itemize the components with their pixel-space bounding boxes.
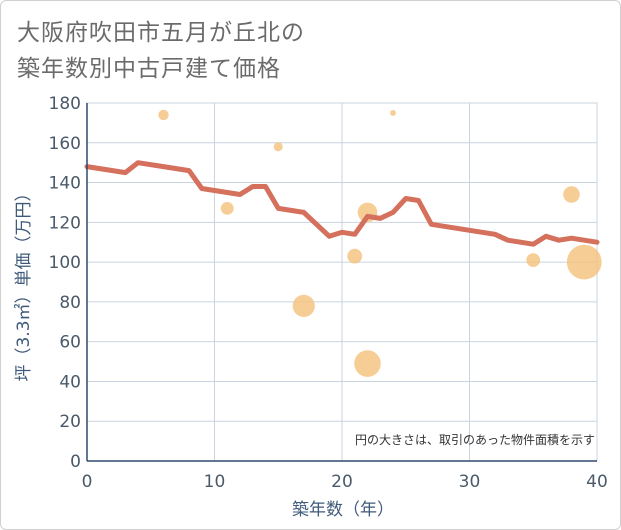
bubble-point: [566, 244, 602, 280]
chart-title-line-2: 築年数別中古戸建て価格: [17, 56, 281, 82]
bubble-point: [273, 142, 283, 152]
y-tick-label: 0: [70, 452, 81, 472]
y-axis-label: 坪（3.3㎡）単価（万円）: [14, 184, 34, 381]
axes: [86, 103, 597, 462]
x-tick-label: 10: [204, 472, 226, 492]
tick-labels: 0 10 20 30 40 0 20 40 60 80 100 120 140 160 180: [49, 94, 608, 492]
size-annotation: 円の大きさは、取引のあった物件面積を示す: [355, 432, 595, 447]
bubble-point: [526, 253, 541, 268]
y-tick-label: 20: [59, 412, 81, 432]
chart-title: 大阪府吹田市五月が丘北の 築年数別中古戸建て価格: [17, 15, 305, 87]
x-tick-label: 0: [82, 472, 93, 492]
x-tick-label: 30: [459, 472, 481, 492]
x-axis-label: 築年数（年）: [292, 500, 394, 520]
bubble-point: [354, 350, 381, 377]
chart-title-line-1: 大阪府吹田市五月が丘北の: [17, 20, 305, 46]
x-tick-label: 20: [331, 472, 353, 492]
y-tick-label: 120: [49, 213, 81, 233]
x-tick-label: 40: [586, 472, 608, 492]
bubble-point: [220, 202, 234, 215]
bubble-point: [158, 109, 169, 121]
y-tick-label: 180: [49, 94, 81, 114]
y-tick-label: 60: [59, 333, 81, 353]
y-tick-label: 160: [49, 134, 81, 154]
trend-line: [84, 160, 600, 247]
bubble-point: [347, 248, 363, 264]
grid-lines: [86, 102, 598, 462]
y-tick-label: 80: [59, 293, 81, 313]
trend-line-layer: [84, 160, 600, 247]
bubble-point: [390, 110, 396, 116]
y-tick-label: 140: [49, 174, 81, 194]
bubble-point: [563, 186, 580, 203]
y-tick-label: 100: [49, 253, 81, 273]
bubbles: [158, 109, 602, 377]
bubble-point: [292, 294, 315, 317]
y-tick-label: 40: [59, 372, 81, 392]
